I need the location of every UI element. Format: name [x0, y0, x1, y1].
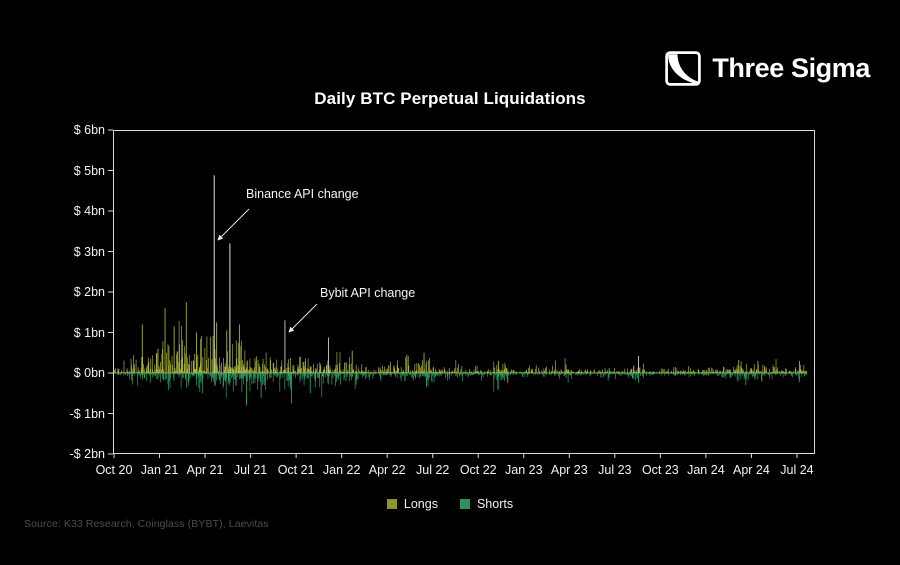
y-axis-label: -$ 1bn	[69, 406, 105, 421]
longs-swatch-icon	[386, 499, 397, 509]
y-axis-label: $ 4bn	[73, 204, 105, 218]
plot-svg	[108, 129, 815, 458]
logo-text: Three Sigma	[712, 53, 870, 83]
x-axis-label: Jan 22	[322, 463, 361, 477]
y-axis-label: $ 2bn	[73, 285, 105, 299]
legend-label-longs: Longs	[403, 497, 438, 511]
annotation-bybit-api-change: Bybit API change	[320, 286, 416, 300]
x-axis-label: Apr 21	[186, 463, 224, 477]
source-text: Source: K33 Research, Coinglass (BYBT), …	[24, 518, 269, 530]
plot-area	[108, 129, 815, 458]
y-axis-label: $ 5bn	[73, 163, 105, 178]
x-axis-label: Oct 20	[95, 463, 133, 477]
x-axis-label: Apr 24	[732, 463, 770, 477]
x-axis-label: Oct 23	[641, 463, 679, 477]
x-axis-label: Jul 22	[416, 463, 450, 477]
x-axis-label: Apr 23	[550, 463, 588, 477]
chart-title: Daily BTC Perpetual Liquidations	[314, 89, 586, 108]
y-axis-label: -$ 2bn	[69, 447, 105, 461]
legend-label-shorts: Shorts	[476, 497, 514, 511]
x-axis-label: Oct 21	[277, 463, 315, 477]
legend-item-shorts: Shorts	[459, 497, 514, 511]
legend: Longs Shorts	[0, 497, 900, 511]
x-axis-label: Jul 21	[233, 463, 268, 477]
three-sigma-logo: Three Sigma	[665, 51, 870, 86]
x-axis-label: Apr 22	[368, 463, 406, 477]
annotation-binance-api-change: Binance API change	[246, 187, 359, 201]
x-axis-label: Oct 22	[459, 463, 497, 477]
x-axis-label: Jul 24	[780, 463, 814, 477]
x-axis-label: Jul 23	[598, 463, 632, 477]
y-axis-label: $ 0bn	[73, 366, 105, 380]
x-axis-label: Jan 21	[140, 463, 179, 477]
sigma-decay-curve-icon	[665, 51, 702, 86]
y-axis-label: $ 3bn	[73, 244, 105, 259]
legend-item-longs: Longs	[386, 497, 438, 511]
y-axis-label: $ 1bn	[73, 325, 105, 340]
x-axis-label: Jan 24	[687, 463, 725, 477]
x-axis-label: Jan 23	[505, 463, 543, 477]
y-axis-label: $ 6bn	[73, 123, 105, 137]
shorts-swatch-icon	[459, 499, 470, 509]
